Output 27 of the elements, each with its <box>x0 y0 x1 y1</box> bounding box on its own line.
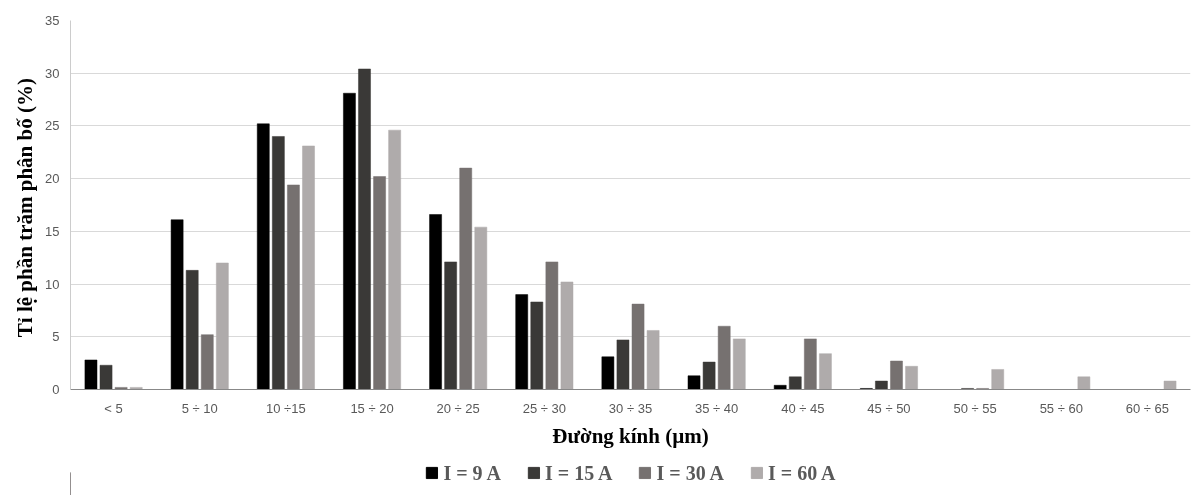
x-tick-label: 5 ÷ 10 <box>181 400 218 416</box>
x-tick-label: 60 ÷ 65 <box>1125 400 1170 416</box>
y-tick-label: 5 <box>52 329 60 345</box>
x-tick-label: 10 ÷15 <box>266 400 306 416</box>
y-tick-label: 30 <box>45 65 60 81</box>
x-tick-label: 55 ÷ 60 <box>1039 400 1083 416</box>
x-axis-title: Đường kính (µm) <box>552 423 709 448</box>
y-tick-label: 25 <box>45 118 60 134</box>
y-tick-label: 0 <box>52 382 60 397</box>
x-tick-label: 25 ÷ 30 <box>522 400 566 416</box>
legend-label: I = 9 A <box>443 461 501 484</box>
x-tick-label: 20 ÷ 25 <box>436 400 480 416</box>
y-tick-label: 15 <box>45 223 60 239</box>
x-tick-label: 40 ÷ 45 <box>781 400 825 416</box>
legend-label: I = 30 A <box>656 461 725 484</box>
y-tick-label: 10 <box>45 276 60 292</box>
y-tick-label: 20 <box>45 171 60 187</box>
x-tick-label: 45 ÷ 50 <box>867 400 911 416</box>
y-axis-title: Tỉ lệ phần trăm phân bố (%) <box>13 78 38 338</box>
x-tick-label: 35 ÷ 40 <box>695 400 739 416</box>
legend-label: I = 15 A <box>544 461 613 484</box>
y-tick-label: 35 <box>45 13 60 28</box>
x-tick-label: < 5 <box>104 400 123 416</box>
x-tick-label: 50 ÷ 55 <box>953 400 997 416</box>
x-tick-label: 30 ÷ 35 <box>608 400 653 416</box>
legend-label: I = 60 A <box>768 461 836 484</box>
x-tick-label: 15 ÷ 20 <box>350 400 394 416</box>
